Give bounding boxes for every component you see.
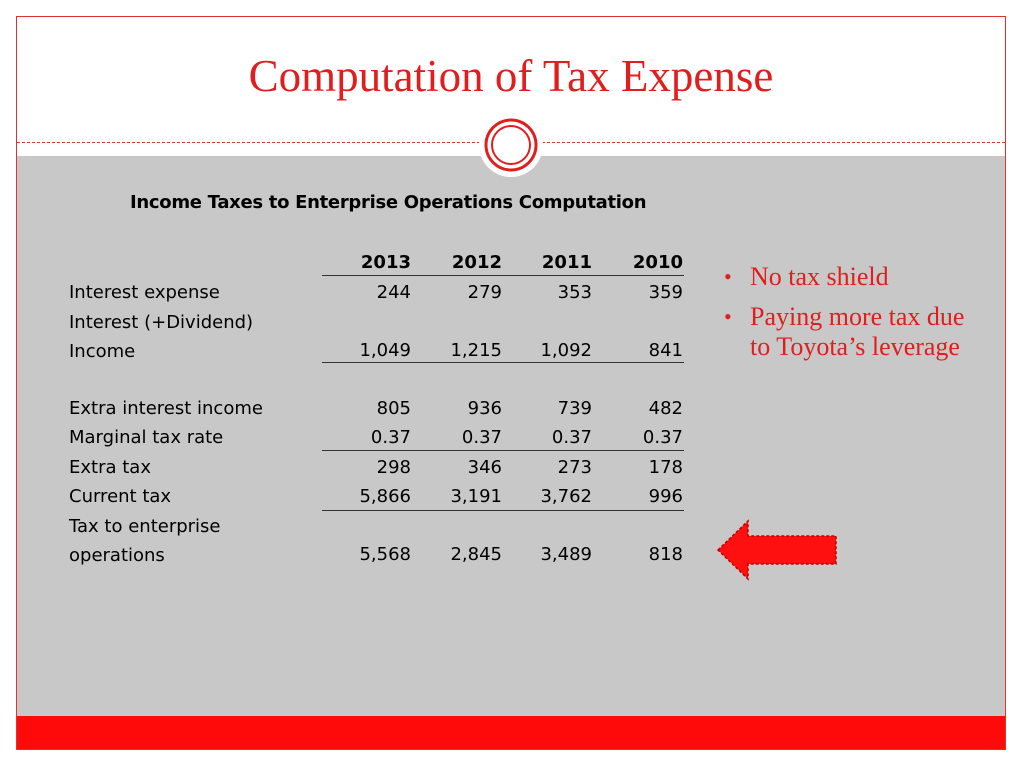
left-arrow-icon — [714, 517, 840, 588]
table-cell: 0.37 — [370, 427, 411, 448]
table-cell: 359 — [648, 282, 683, 303]
table-cell: 346 — [467, 457, 502, 478]
table-cell: 0.37 — [642, 427, 683, 448]
footer-bar — [17, 716, 1005, 749]
table-cell: 841 — [648, 340, 683, 361]
table-cell: 1,049 — [359, 340, 411, 361]
table-cell: 1,092 — [540, 340, 592, 361]
table-cell: 1,215 — [450, 340, 502, 361]
table-cell: 936 — [467, 398, 502, 419]
table-cell: 0.37 — [551, 427, 592, 448]
table-cell: 353 — [557, 282, 592, 303]
subtotal-rule — [322, 362, 684, 363]
year-header-2012: 2012 — [451, 252, 502, 273]
row-label-interest-dividend-income: Interest (+Dividend) Income — [69, 312, 254, 362]
table-cell: 2,845 — [450, 544, 502, 565]
bullet-list: • No tax shield • Paying more tax due to T… — [722, 262, 972, 372]
double-circle-icon — [479, 113, 543, 177]
year-header-2011: 2011 — [541, 252, 592, 273]
table-title: Income Taxes to Enterprise Operations Co… — [130, 192, 647, 213]
row-label-extra-tax: Extra tax — [69, 457, 151, 478]
row-label-current-tax: Current tax — [69, 486, 172, 507]
table-cell: 3,191 — [450, 486, 502, 507]
table-cell: 739 — [557, 398, 592, 419]
table-cell: 244 — [376, 282, 411, 303]
bullet-dot-icon: • — [724, 304, 732, 329]
table-cell: 279 — [467, 282, 502, 303]
bullet-text: Paying more tax due to Toyota’s leverage — [750, 302, 965, 361]
row-label-extra-interest-income: Extra interest income — [69, 398, 263, 419]
table-cell: 805 — [376, 398, 411, 419]
year-header-2010: 2010 — [632, 252, 683, 273]
table-cell: 298 — [376, 457, 411, 478]
row-label-interest-expense: Interest expense — [69, 282, 220, 303]
table-cell: 5,866 — [359, 486, 411, 507]
total-rule — [322, 510, 684, 511]
table-cell: 273 — [557, 457, 592, 478]
year-header-2013: 2013 — [360, 252, 411, 273]
content-panel — [17, 156, 1005, 716]
table-cell: 818 — [648, 544, 683, 565]
table-cell: 5,568 — [359, 544, 411, 565]
table-cell: 3,762 — [540, 486, 592, 507]
bullet-item: • No tax shield — [722, 262, 972, 292]
table-cell: 482 — [648, 398, 683, 419]
table-cell: 996 — [648, 486, 683, 507]
row-label-tax-to-enterprise-operations: Tax to enterprise operations — [69, 516, 221, 566]
table-cell: 178 — [648, 457, 683, 478]
table-cell: 3,489 — [540, 544, 592, 565]
row-label-marginal-tax-rate: Marginal tax rate — [69, 427, 224, 448]
bullet-dot-icon: • — [724, 264, 732, 289]
bullet-item: • Paying more tax due to Toyota’s leverag… — [722, 302, 972, 362]
bullet-text: No tax shield — [750, 262, 889, 291]
slide-title: Computation of Tax Expense — [248, 51, 774, 101]
header-rule — [322, 275, 684, 276]
product-rule — [322, 450, 684, 451]
table-cell: 0.37 — [461, 427, 502, 448]
